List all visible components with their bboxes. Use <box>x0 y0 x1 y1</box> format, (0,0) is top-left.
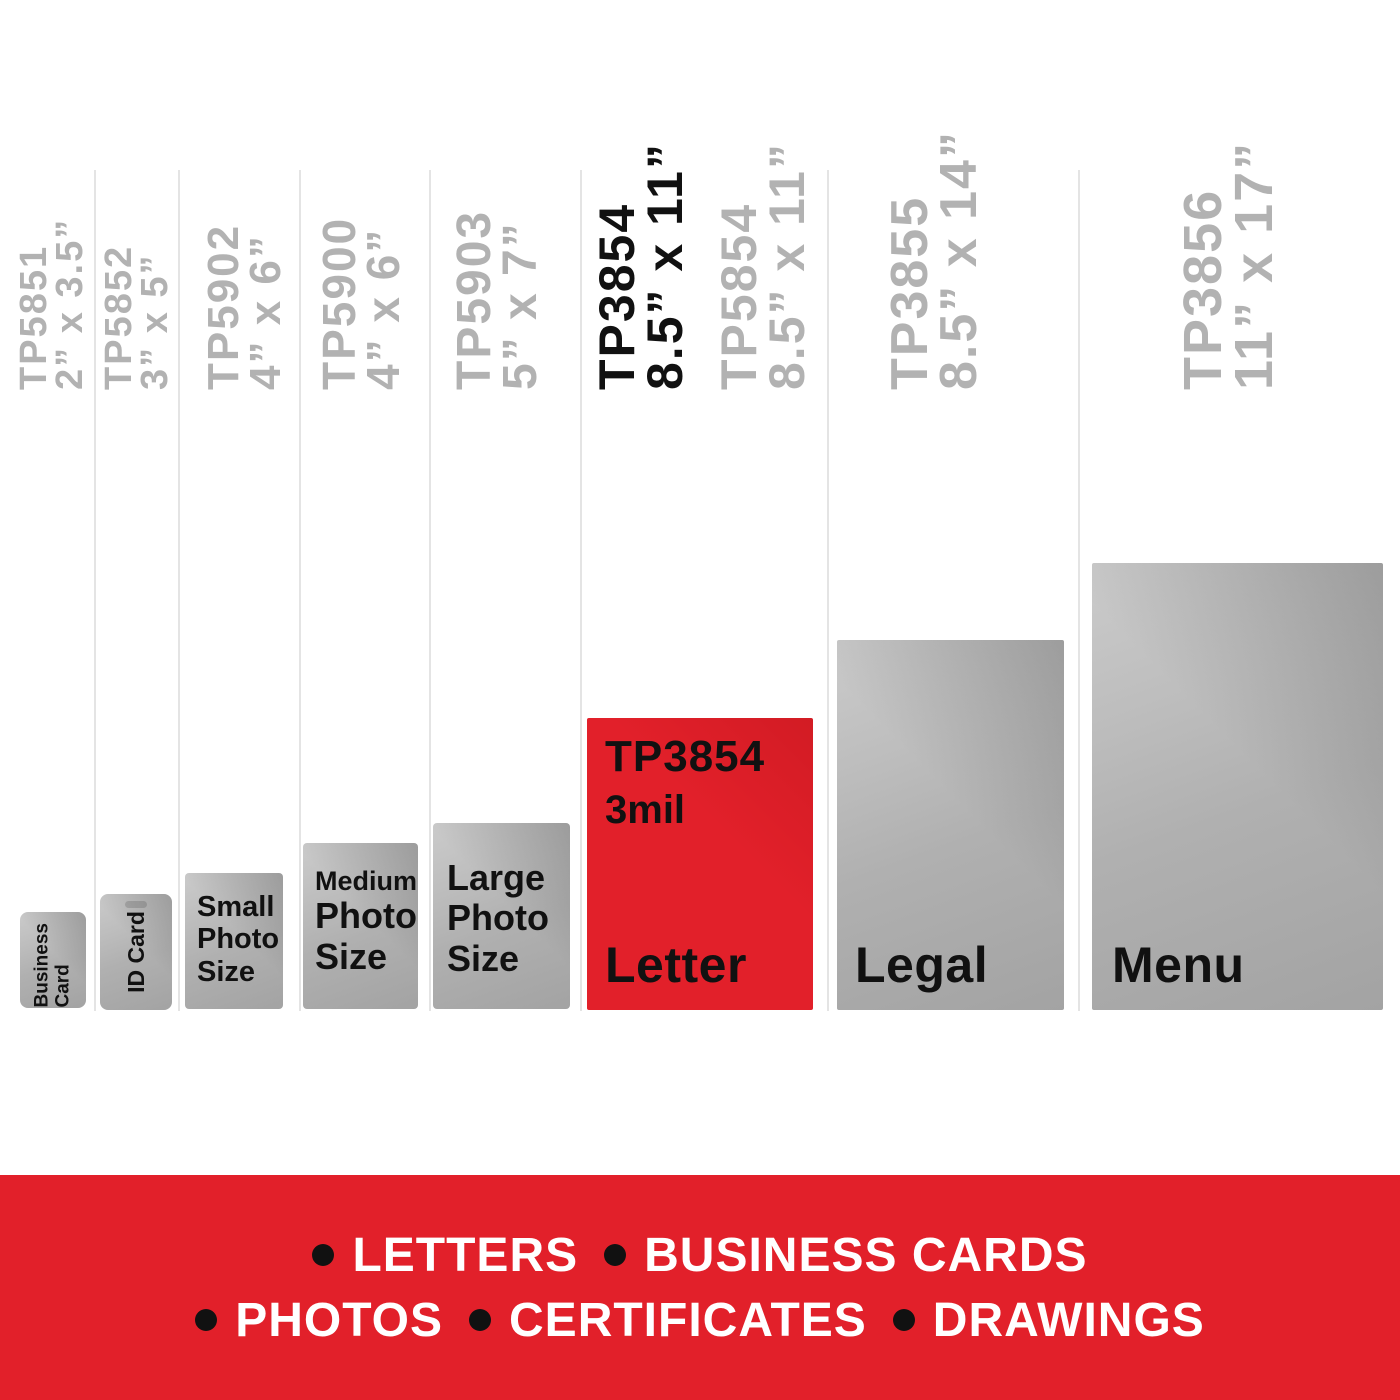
pouch-business-card: Business Card <box>20 912 86 1008</box>
product-label-tp5854: TP5854 8.5” x 11” <box>711 142 815 390</box>
pouch-menu: Menu <box>1092 563 1383 1010</box>
pouch-small-photo: Small Photo Size <box>185 873 283 1009</box>
column-divider <box>827 170 829 1011</box>
column-divider <box>429 170 431 1011</box>
product-code: TP3856 <box>1173 188 1233 390</box>
bullet-icon <box>469 1309 492 1331</box>
column-divider <box>299 170 301 1011</box>
product-size: 2” x 3.5” <box>49 217 92 390</box>
product-code: TP5854 <box>711 202 767 390</box>
pouch-letter-header: TP3854 3mil <box>605 732 765 833</box>
product-code: TP3854 <box>589 202 645 390</box>
product-size: 8.5” x 11” <box>758 142 815 390</box>
pouch-label: Large Photo Size <box>447 857 549 979</box>
footer-line-1: LETTERS BUSINESS CARDS <box>299 1228 1100 1283</box>
pouch-size-name: Legal <box>855 937 989 993</box>
footer-item: LETTERS <box>312 1228 578 1283</box>
pouch-size-name: Letter <box>605 937 747 993</box>
column-divider <box>580 170 582 1011</box>
pouch-code: TP3854 <box>605 732 766 781</box>
bullet-icon <box>195 1309 218 1331</box>
product-label-tp5851: TP5851 2” x 3.5” <box>13 217 92 390</box>
footer-item-label: DRAWINGS <box>932 1293 1205 1347</box>
pouch-legal: Legal <box>837 640 1064 1010</box>
pouch-label: Medium Photo Size <box>315 866 420 977</box>
pouch-id-card: ID Card <box>100 894 172 1010</box>
product-size: 4” x 6” <box>240 234 290 390</box>
product-label-tp3856: TP3856 11” x 17” <box>1173 140 1285 390</box>
footer-item: PHOTOS <box>195 1293 443 1348</box>
product-size: 4” x 6” <box>356 227 409 390</box>
product-code: TP5852 <box>98 244 140 390</box>
product-size: 11” x 17” <box>1224 140 1285 390</box>
pouch-letter-highlighted: TP3854 3mil Letter <box>587 718 813 1010</box>
pouch-size-name: Menu <box>1112 937 1245 993</box>
pouch-label-line2: Photo Size <box>315 895 417 977</box>
footer-item-label: LETTERS <box>352 1228 579 1282</box>
bullet-icon <box>892 1309 915 1331</box>
product-label-tp5902: TP5902 4” x 6” <box>199 223 290 390</box>
product-code: TP3855 <box>881 195 939 390</box>
product-code: TP5902 <box>199 223 248 390</box>
pouch-label: ID Card <box>122 911 149 993</box>
product-size: 8.5” x 11” <box>636 142 693 390</box>
footer-item-label: CERTIFICATES <box>509 1293 867 1347</box>
pouch-medium-photo: Medium Photo Size <box>303 843 418 1009</box>
footer-item: CERTIFICATES <box>469 1293 867 1348</box>
footer-line-2: PHOTOS CERTIFICATES DRAWINGS <box>182 1293 1218 1348</box>
product-size: 3” x 5” <box>134 253 177 390</box>
product-label-tp5900: TP5900 4” x 6” <box>313 216 409 390</box>
pouch-label-line1: Medium <box>315 866 418 897</box>
pouch-label: Business Card <box>31 923 73 1008</box>
product-label-tp3855: TP3855 8.5” x 14” <box>881 130 989 390</box>
column-divider <box>94 170 96 1011</box>
pouch-thickness: 3mil <box>605 788 686 832</box>
footer-banner: LETTERS BUSINESS CARDS PHOTOS CERTIFICAT… <box>0 1175 1400 1400</box>
product-code: TP5900 <box>313 216 365 390</box>
product-label-tp3854-highlighted: TP3854 8.5” x 11” <box>589 142 693 390</box>
footer-item: DRAWINGS <box>892 1293 1205 1348</box>
product-code: TP5903 <box>448 209 501 390</box>
footer-item-label: BUSINESS CARDS <box>644 1228 1088 1282</box>
product-label-tp5903: TP5903 5” x 7” <box>448 209 547 390</box>
pouch-large-photo: Large Photo Size <box>433 823 570 1009</box>
footer-item-label: PHOTOS <box>235 1293 444 1347</box>
product-size: 8.5” x 14” <box>930 130 989 390</box>
bullet-icon <box>604 1244 627 1266</box>
product-code: TP5851 <box>13 244 55 390</box>
footer-item: BUSINESS CARDS <box>604 1228 1087 1283</box>
product-label-tp5852: TP5852 3” x 5” <box>98 244 177 390</box>
bullet-icon <box>312 1244 335 1266</box>
badge-slot <box>125 901 147 908</box>
column-divider <box>1078 170 1080 1011</box>
column-divider <box>178 170 180 1011</box>
pouch-label: Small Photo Size <box>197 891 280 988</box>
product-size: 5” x 7” <box>493 221 547 390</box>
